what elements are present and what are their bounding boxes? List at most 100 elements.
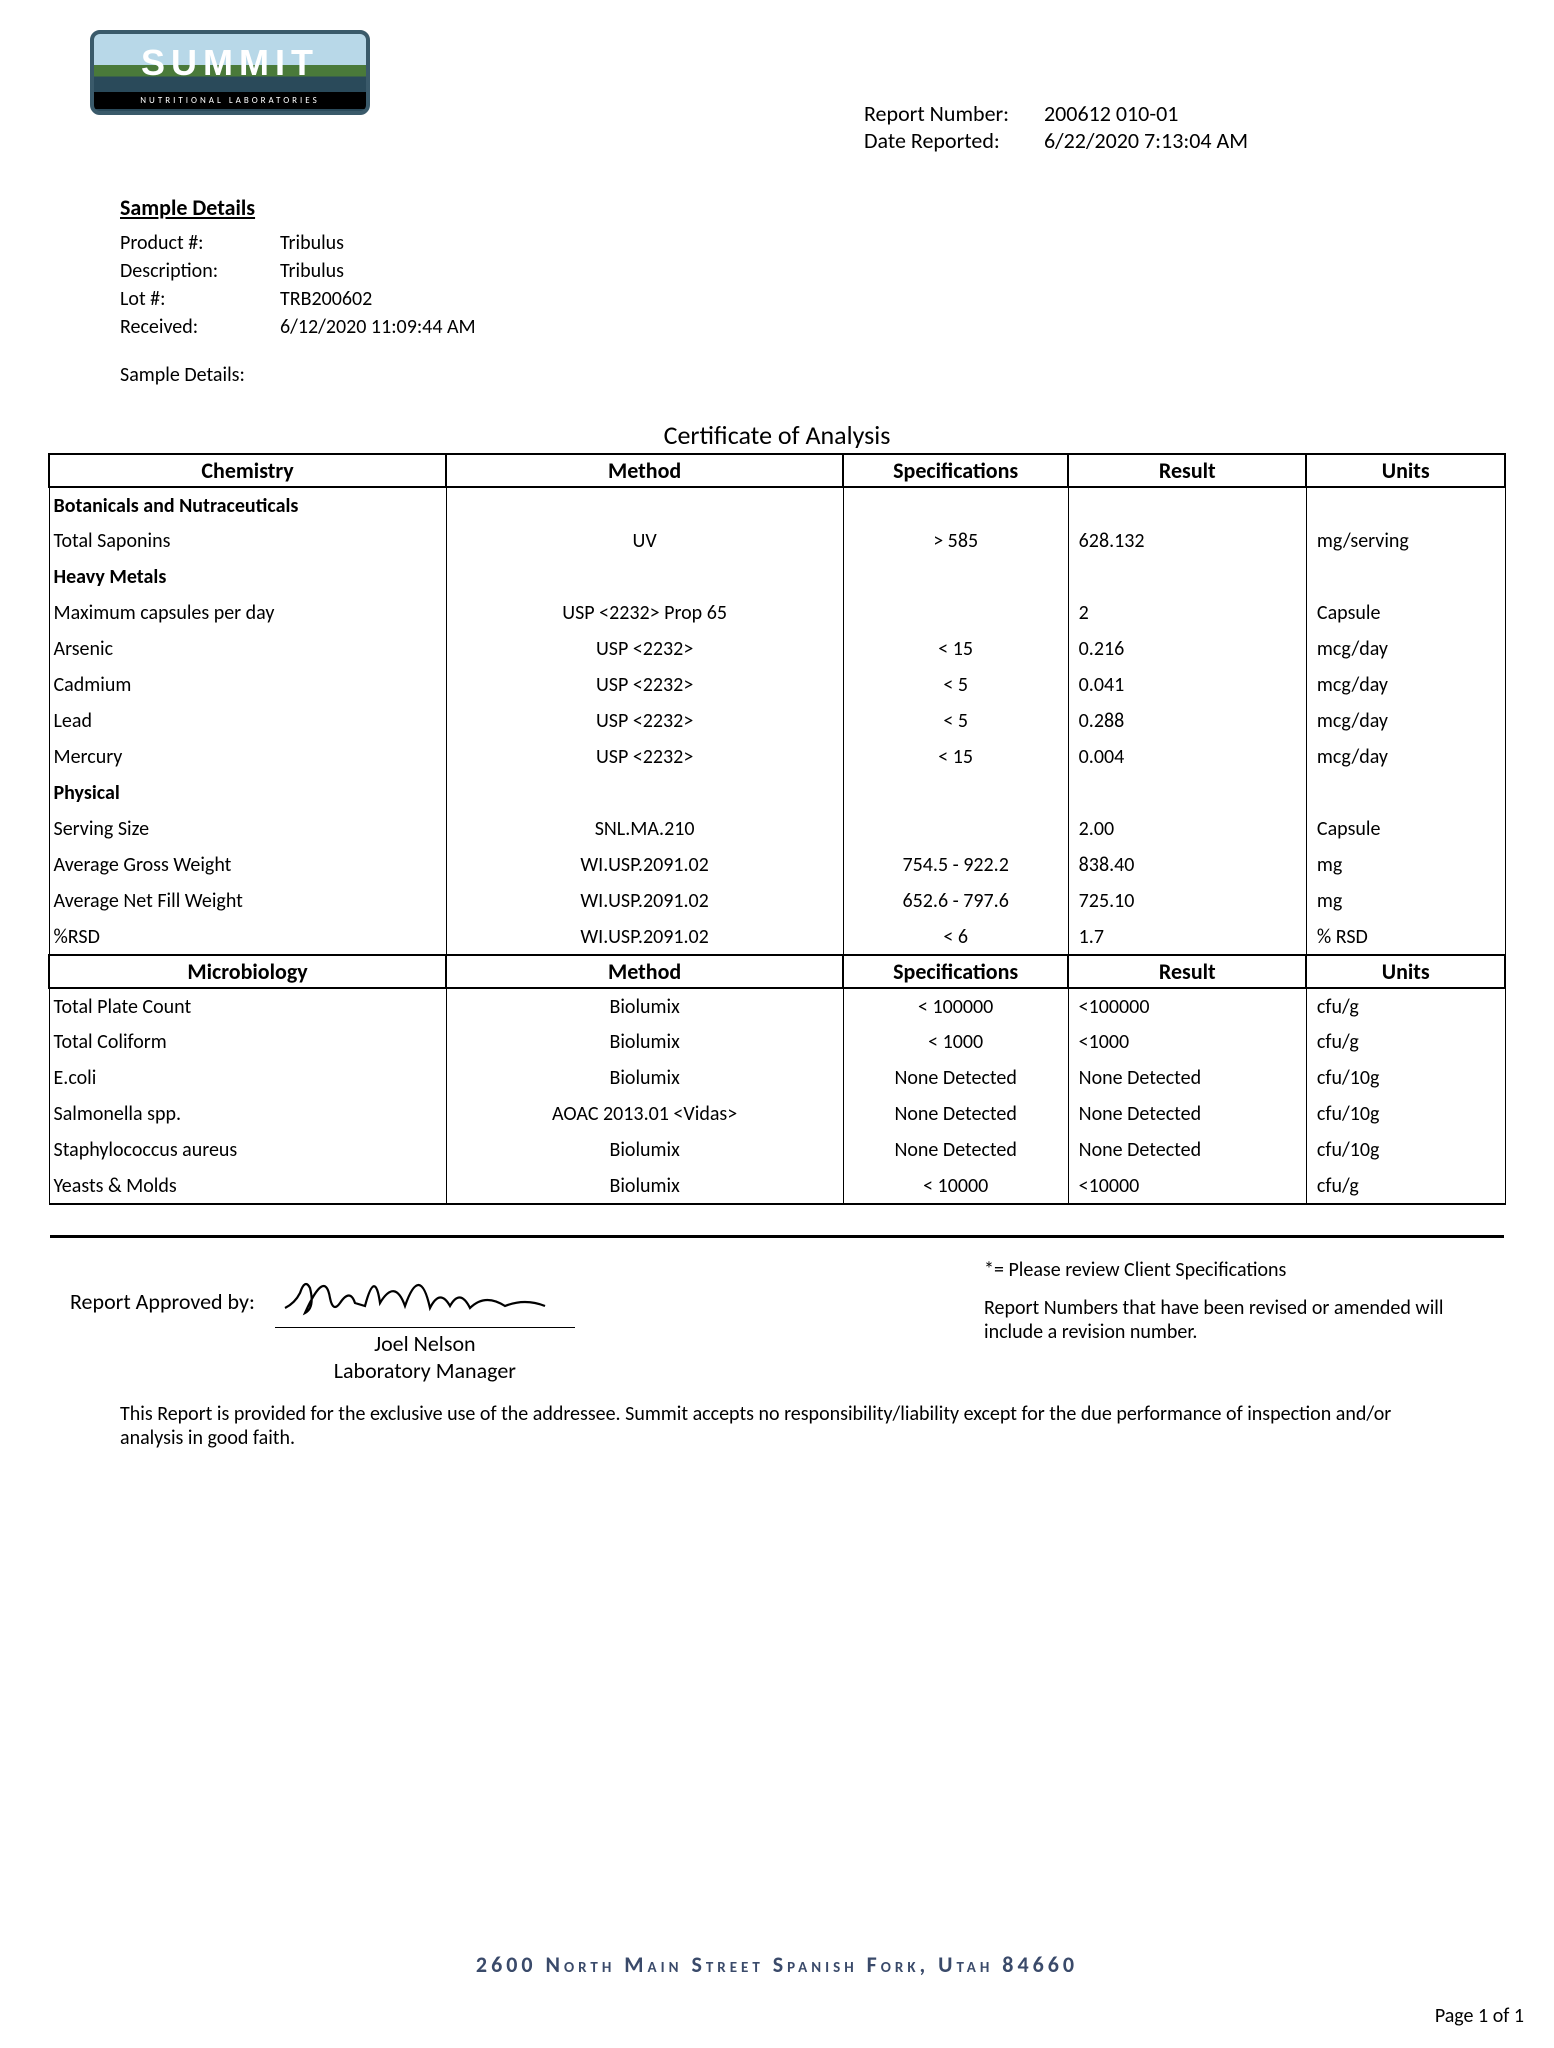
cell-chem: Mercury [49,739,446,775]
sample-details-footer: Sample Details: [120,361,245,389]
company-logo: SUMMIT NUTRITIONAL LABORATORIES [90,30,370,115]
report-info: Report Number: 200612 010-01 Date Report… [864,100,1324,154]
cell-result: 725.10 [1068,883,1306,919]
cell-units: Capsule [1306,811,1505,847]
received-label: Received: [120,313,280,341]
th-microbiology: Microbiology [49,955,446,988]
table-row: Total ColiformBiolumix< 1000<1000cfu/g [49,1024,1505,1060]
section-title-cell: Physical [49,775,446,811]
cell-chem: Average Net Fill Weight [49,883,446,919]
cell-result: 2 [1068,595,1306,631]
cell-spec: < 1000 [843,1024,1068,1060]
cell-units: % RSD [1306,919,1505,955]
section-title-cell: Botanicals and Nutraceuticals [49,487,446,523]
cell-result: <1000 [1068,1024,1306,1060]
page-number: Page 1 of 1 [1435,2004,1524,2028]
th-spec-2: Specifications [843,955,1068,988]
approval-notes: *= Please review Client Specifications R… [984,1258,1484,1358]
th-units: Units [1306,454,1505,487]
sample-details: Sample Details Product #:Tribulus Descri… [120,194,1524,389]
table-row: %RSDWI.USP.2091.02< 61.7% RSD [49,919,1505,955]
cell-method: UV [446,523,843,559]
th-units-2: Units [1306,955,1505,988]
lot-label: Lot #: [120,285,280,313]
cell-method: Biolumix [446,1024,843,1060]
sample-details-header: Sample Details [120,194,1524,221]
cell-chem: %RSD [49,919,446,955]
cell-spec [843,595,1068,631]
cell-chem: Total Saponins [49,523,446,559]
table-row: Maximum capsules per dayUSP <2232> Prop … [49,595,1505,631]
table-row: LeadUSP <2232>< 50.288mcg/day [49,703,1505,739]
th-spec: Specifications [843,454,1068,487]
cell-result: <10000 [1068,1168,1306,1204]
th-result: Result [1068,454,1306,487]
cell-chem: Total Coliform [49,1024,446,1060]
divider [50,1235,1504,1238]
cell-chem: Arsenic [49,631,446,667]
cell-spec: < 6 [843,919,1068,955]
cell-result: None Detected [1068,1132,1306,1168]
cell-units: mcg/day [1306,631,1505,667]
logo-main-text: SUMMIT [94,42,366,84]
cell-spec: < 5 [843,703,1068,739]
table-header-row-2: Microbiology Method Specifications Resul… [49,955,1505,988]
cell-method: WI.USP.2091.02 [446,883,843,919]
signature-block: Joel Nelson Laboratory Manager [275,1258,575,1384]
cell-method: USP <2232> [446,667,843,703]
cell-method: AOAC 2013.01 <Vidas> [446,1096,843,1132]
cell-method: Biolumix [446,1132,843,1168]
approval-left: Report Approved by: Joel Nelson Laborato… [70,1258,575,1384]
cell-method: Biolumix [446,988,843,1024]
table-row: Staphylococcus aureusBiolumix None Detect… [49,1132,1505,1168]
cell-chem: Cadmium [49,667,446,703]
cell-spec: None Detected [843,1096,1068,1132]
approval-section: Report Approved by: Joel Nelson Laborato… [70,1258,1484,1384]
cell-units: cfu/g [1306,1168,1505,1204]
desc-value: Tribulus [280,257,344,285]
table-row: ArsenicUSP <2232>< 150.216mcg/day [49,631,1505,667]
table-row: CadmiumUSP <2232>< 50.041mcg/day [49,667,1505,703]
cell-chem: Staphylococcus aureus [49,1132,446,1168]
cell-spec: > 585 [843,523,1068,559]
cell-units: mg [1306,847,1505,883]
table-row: Total SaponinsUV> 585628.132mg/serving [49,523,1505,559]
cell-method: USP <2232> [446,739,843,775]
table-row: E.coliBiolumixNone DetectedNone Detected… [49,1060,1505,1096]
desc-label: Description: [120,257,280,285]
table-row: MercuryUSP <2232>< 150.004mcg/day [49,739,1505,775]
cell-result: <100000 [1068,988,1306,1024]
cell-result: 1.7 [1068,919,1306,955]
cell-spec: < 15 [843,739,1068,775]
th-result-2: Result [1068,955,1306,988]
cell-result: 628.132 [1068,523,1306,559]
cell-result: None Detected [1068,1096,1306,1132]
cell-method: SNL.MA.210 [446,811,843,847]
table-row: Average Gross WeightWI.USP.2091.02754.5 … [49,847,1505,883]
cell-chem: E.coli [49,1060,446,1096]
table-header-row: Chemistry Method Specifications Result U… [49,454,1505,487]
coa-table-wrap: Chemistry Method Specifications Result U… [48,453,1506,1205]
header: SUMMIT NUTRITIONAL LABORATORIES Report N… [30,30,1524,154]
cell-result: 2.00 [1068,811,1306,847]
signer-title: Laboratory Manager [275,1357,575,1384]
cell-result: 0.216 [1068,631,1306,667]
table-section-header: Botanicals and Nutraceuticals [49,487,1505,523]
coa-title: Certificate of Analysis [30,419,1524,451]
date-reported-value: 6/22/2020 7:13:04 AM [1044,127,1324,154]
date-reported-label: Date Reported: [864,127,1044,154]
cell-spec: < 100000 [843,988,1068,1024]
table-section-header: Heavy Metals [49,559,1505,595]
cell-units: mcg/day [1306,667,1505,703]
cell-method: USP <2232> [446,631,843,667]
table-row: Salmonella spp.AOAC 2013.01 <Vidas>None … [49,1096,1505,1132]
cell-chem: Serving Size [49,811,446,847]
cell-units: mcg/day [1306,739,1505,775]
cell-method: USP <2232> [446,703,843,739]
table-row: Yeasts & MoldsBiolumix< 10000<10000cfu/g [49,1168,1505,1204]
cell-units: cfu/g [1306,1024,1505,1060]
table-row: Serving SizeSNL.MA.210 2.00Capsule [49,811,1505,847]
cell-chem: Total Plate Count [49,988,446,1024]
received-value: 6/12/2020 11:09:44 AM [280,313,476,341]
th-chemistry: Chemistry [49,454,446,487]
